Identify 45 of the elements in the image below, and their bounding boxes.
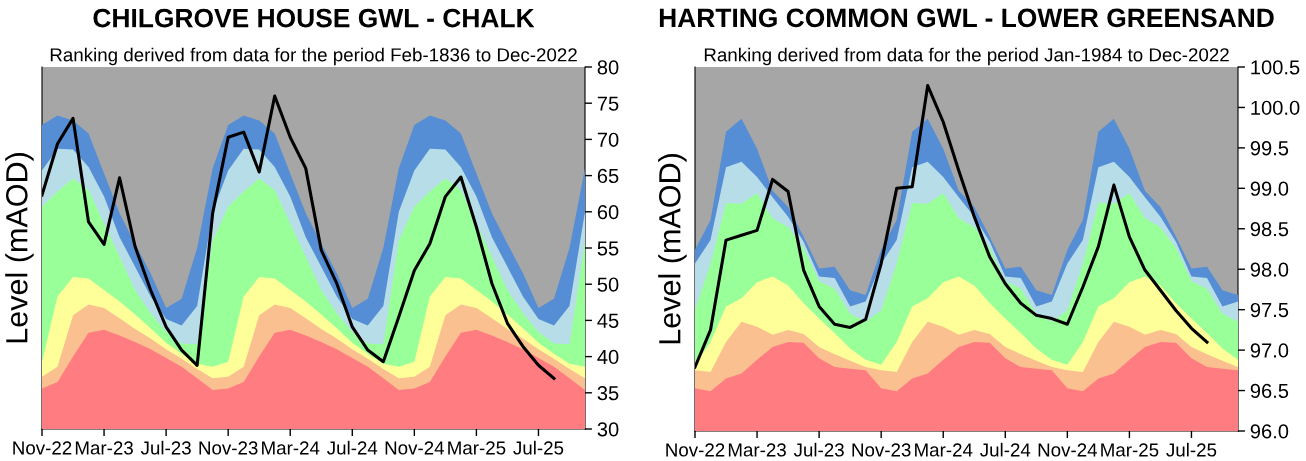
y-axis-title: Level (mAOD) xyxy=(5,153,34,343)
y-tick-label: 75 xyxy=(597,96,619,111)
x-tick-label: Mar-25 xyxy=(448,441,506,455)
x-tick-label: Jul-23 xyxy=(140,440,191,455)
y-tick-label: 55 xyxy=(597,241,619,256)
y-tick-label: 97.5 xyxy=(1250,302,1289,318)
x-tick-label: Mar-23 xyxy=(728,443,786,457)
x-tick-label: Mar-25 xyxy=(1101,443,1159,457)
y-tick-label: 45 xyxy=(597,313,619,328)
y-tick-label: 50 xyxy=(597,277,619,292)
y-tick-label: 98.5 xyxy=(1250,222,1289,237)
y-tick-label: 30 xyxy=(597,422,619,437)
chart-subtitle: Ranking derived from data for the period Feb-1836 to Dec-2022 xyxy=(50,47,577,66)
x-tick-label: Nov-24 xyxy=(1038,443,1098,457)
y-tick-label: 98.0 xyxy=(1250,262,1289,277)
x-tick-label: Mar-23 xyxy=(75,441,133,455)
y-tick-label: 100.0 xyxy=(1251,100,1300,115)
y-tick-label: 96.0 xyxy=(1250,424,1289,439)
y-tick-label: 65 xyxy=(597,168,619,184)
chart-subtitle: Ranking derived from data for the period Jan-1984 to Dec-2022 xyxy=(704,47,1229,66)
x-tick-label: Nov-23 xyxy=(852,443,911,457)
x-tick-label: Mar-24 xyxy=(915,443,973,457)
y-tick-label: 70 xyxy=(597,132,619,147)
x-tick-label: Jul-23 xyxy=(793,442,844,457)
chart-title: HARTING COMMON GWL - LOWER GREENSAND xyxy=(659,8,1274,28)
x-tick-label: Nov-23 xyxy=(199,441,258,455)
y-tick-label: 97.0 xyxy=(1250,343,1289,358)
x-tick-label: Nov-22 xyxy=(13,441,72,455)
y-tick-label: 40 xyxy=(597,349,619,365)
y-tick-label: 96.5 xyxy=(1250,383,1289,399)
x-tick-label: Jul-25 xyxy=(1166,442,1217,457)
chart-title: CHILGROVE HOUSE GWL - CHALK xyxy=(93,8,535,28)
y-axis-title: Level (mAOD) xyxy=(658,154,687,344)
y-tick-label: 35 xyxy=(597,386,619,401)
y-tick-label: 80 xyxy=(597,60,619,75)
x-tick-label: Nov-24 xyxy=(385,441,445,455)
y-tick-label: 99.5 xyxy=(1250,141,1289,156)
x-tick-label: Nov-22 xyxy=(666,443,725,457)
y-tick-label: 100.5 xyxy=(1251,60,1300,75)
y-tick-label: 60 xyxy=(597,205,619,220)
x-tick-label: Mar-24 xyxy=(262,441,320,455)
x-tick-label: Jul-25 xyxy=(513,440,564,455)
x-tick-label: Jul-24 xyxy=(980,442,1031,457)
x-tick-label: Jul-24 xyxy=(327,440,378,455)
y-tick-label: 99.0 xyxy=(1250,181,1289,196)
